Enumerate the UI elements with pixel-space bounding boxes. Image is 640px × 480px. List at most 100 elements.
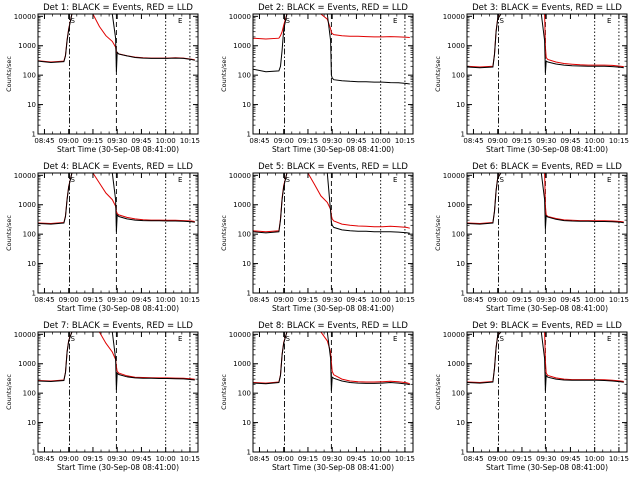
x-tick-label: 09:30 <box>322 296 342 304</box>
y-tick-label: 1 <box>32 131 36 139</box>
annotation-e: E <box>393 176 397 184</box>
x-tick-label: 10:00 <box>585 296 605 304</box>
y-tick-label: 1000 <box>18 42 36 50</box>
x-tick-label: 09:00 <box>488 137 508 145</box>
plot-frame <box>466 331 628 453</box>
y-tick-label: 10 <box>242 419 251 427</box>
y-tick-label: 1000 <box>447 360 465 368</box>
y-axis-label: Counts/sec <box>220 374 228 410</box>
x-tick-label: 10:00 <box>371 137 391 145</box>
x-tick-label: 08:45 <box>463 137 483 145</box>
y-tick-label: 100 <box>238 231 251 239</box>
x-tick-label: 09:30 <box>536 455 556 463</box>
y-tick-label: 10 <box>242 260 251 268</box>
x-tick-label: 09:30 <box>107 455 127 463</box>
y-tick-label: 10 <box>27 101 36 109</box>
y-tick-label: 10000 <box>443 13 465 21</box>
x-tick-label: 10:00 <box>585 455 605 463</box>
panel-data <box>253 14 410 85</box>
y-tick-label: 10 <box>456 260 465 268</box>
panel-data <box>38 173 195 232</box>
x-tick-label: 09:15 <box>83 455 103 463</box>
x-tick-label: 10:15 <box>180 455 200 463</box>
annotation-e: E <box>607 17 611 25</box>
x-axis-label: Start Time (30-Sep-08 08:41:00) <box>486 304 608 313</box>
plot-frame <box>37 172 199 294</box>
y-tick-label: 1 <box>32 290 36 298</box>
y-tick-label: 100 <box>23 390 36 398</box>
y-tick-label: 10 <box>242 101 251 109</box>
x-tick-label: 09:45 <box>560 455 580 463</box>
panel-data <box>467 173 624 230</box>
x-tick-label: 10:15 <box>609 137 629 145</box>
annotation-e: E <box>178 176 182 184</box>
series-events-line <box>253 332 410 391</box>
x-tick-label: 09:15 <box>298 455 318 463</box>
y-tick-label: 100 <box>23 231 36 239</box>
x-axis-label: Start Time (30-Sep-08 08:41:00) <box>272 304 394 313</box>
x-tick-label: 09:00 <box>59 296 79 304</box>
panel-title: Det 9: BLACK = Events, RED = LLD <box>472 321 622 331</box>
panel-title: Det 1: BLACK = Events, RED = LLD <box>43 3 193 13</box>
panel-data <box>467 14 624 73</box>
x-tick-label: 10:15 <box>395 455 415 463</box>
x-tick-label: 09:15 <box>512 455 532 463</box>
x-tick-label: 09:30 <box>107 137 127 145</box>
x-axis-label: Start Time (30-Sep-08 08:41:00) <box>486 145 608 154</box>
y-axis-label: Counts/sec <box>434 374 442 410</box>
plot-frame <box>252 172 414 294</box>
series-events-line <box>253 173 410 234</box>
x-tick-label: 09:30 <box>322 455 342 463</box>
x-tick-label: 09:15 <box>512 296 532 304</box>
series-events-line <box>253 14 410 85</box>
annotation-s: S <box>71 176 76 184</box>
plot-frame <box>37 13 199 135</box>
x-tick-label: 08:45 <box>34 455 54 463</box>
x-tick-label: 10:15 <box>609 455 629 463</box>
y-tick-label: 1000 <box>233 201 251 209</box>
y-tick-label: 10000 <box>229 13 251 21</box>
x-tick-label: 10:15 <box>609 296 629 304</box>
x-tick-label: 09:00 <box>488 455 508 463</box>
plot-frame <box>252 331 414 453</box>
x-tick-label: 09:45 <box>346 296 366 304</box>
x-tick-label: 10:00 <box>156 137 176 145</box>
panel-data <box>253 173 410 234</box>
annotation-e: E <box>393 17 397 25</box>
x-tick-label: 09:00 <box>274 137 294 145</box>
x-tick-label: 09:30 <box>107 296 127 304</box>
panel-det-1: Det 1: BLACK = Events, RED = LLD 1 10 100 10… <box>5 3 200 154</box>
y-tick-label: 10000 <box>229 331 251 339</box>
x-tick-label: 09:45 <box>131 455 151 463</box>
x-tick-label: 08:45 <box>34 296 54 304</box>
x-tick-label: 10:15 <box>395 137 415 145</box>
annotation-s: S <box>500 335 505 343</box>
x-tick-label: 09:45 <box>560 137 580 145</box>
x-tick-label: 09:45 <box>346 455 366 463</box>
x-tick-label: 09:00 <box>274 455 294 463</box>
y-tick-label: 10000 <box>14 172 36 180</box>
panel-title: Det 4: BLACK = Events, RED = LLD <box>43 162 193 172</box>
y-tick-label: 1 <box>247 449 251 457</box>
y-tick-label: 10000 <box>229 172 251 180</box>
x-tick-label: 09:45 <box>560 296 580 304</box>
panel-data <box>253 332 410 391</box>
plot-frame <box>466 13 628 135</box>
y-tick-label: 10 <box>456 419 465 427</box>
x-tick-label: 09:15 <box>298 137 318 145</box>
y-tick-label: 1 <box>247 131 251 139</box>
x-tick-label: 09:45 <box>131 296 151 304</box>
x-axis-label: Start Time (30-Sep-08 08:41:00) <box>57 463 179 472</box>
annotation-s: S <box>286 17 291 25</box>
x-tick-label: 10:00 <box>371 455 391 463</box>
y-tick-label: 1 <box>247 290 251 298</box>
y-tick-label: 10 <box>456 101 465 109</box>
x-tick-label: 08:45 <box>249 296 269 304</box>
y-axis-label: Counts/sec <box>5 215 13 251</box>
y-tick-label: 100 <box>452 72 465 80</box>
x-tick-label: 09:30 <box>536 296 556 304</box>
annotation-s: S <box>286 335 291 343</box>
y-tick-label: 1 <box>461 290 465 298</box>
annotation-s: S <box>286 176 291 184</box>
y-axis-label: Counts/sec <box>220 56 228 92</box>
